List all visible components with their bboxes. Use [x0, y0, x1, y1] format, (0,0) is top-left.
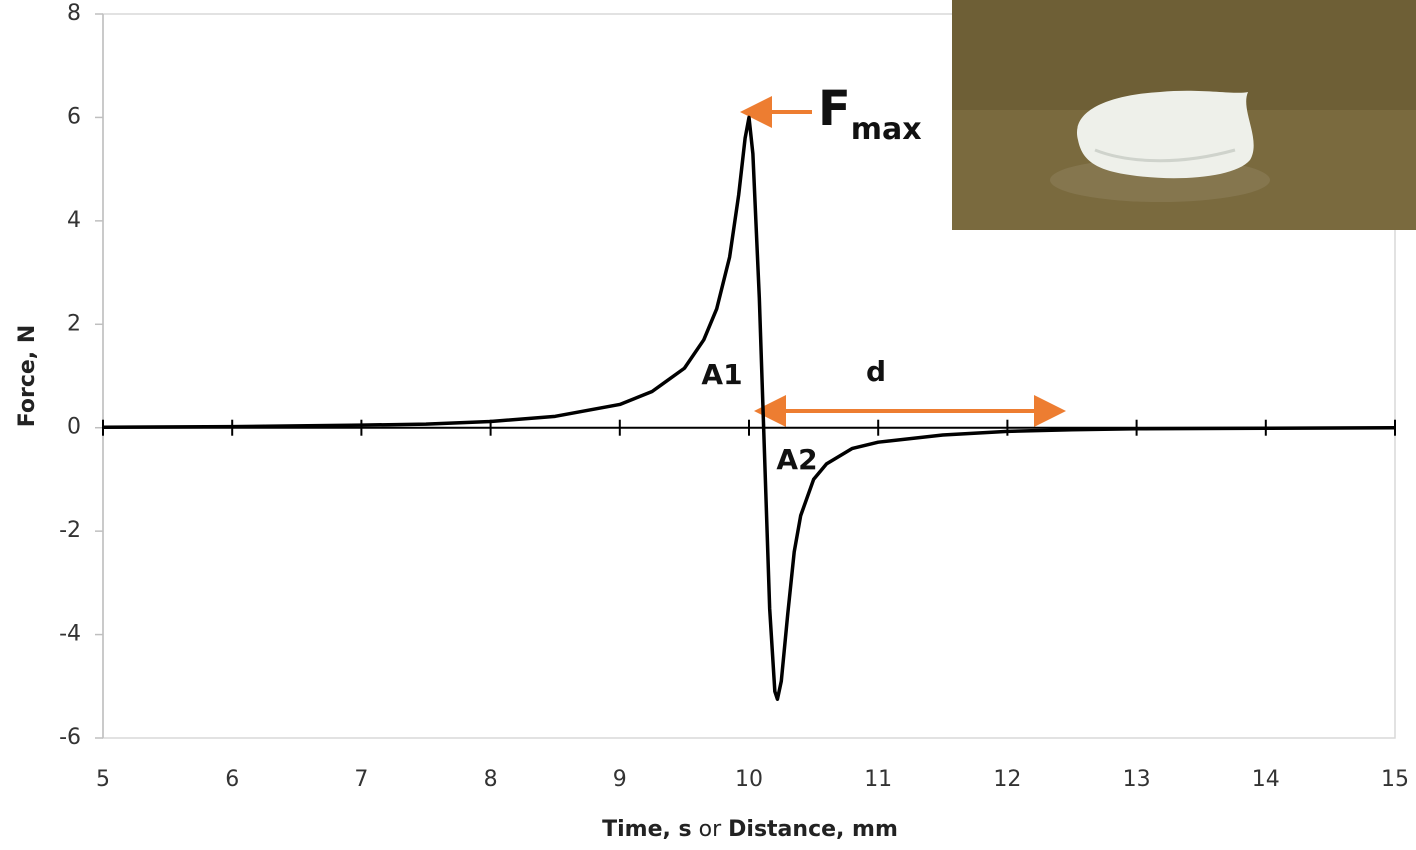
- x-tick-label: 8: [484, 767, 498, 792]
- y-tick-label: 8: [67, 1, 81, 26]
- fmax-main: F: [818, 81, 851, 137]
- y-tick-label: 4: [67, 208, 81, 233]
- x-tick-label: 10: [735, 767, 763, 792]
- annotation-a1: A1: [701, 358, 742, 391]
- x-tick-label: 11: [864, 767, 892, 792]
- y-tick-label: -6: [59, 725, 81, 750]
- x-tick-label: 6: [225, 767, 239, 792]
- annotation-d: d: [866, 355, 886, 388]
- y-tick-label: 6: [67, 104, 81, 129]
- fmax-label: Fmax: [818, 81, 922, 147]
- x-label-part: or: [699, 817, 722, 842]
- x-tick-label: 5: [96, 767, 110, 792]
- y-tick-label: -4: [59, 622, 81, 647]
- x-tick-label: 9: [613, 767, 627, 792]
- y-tick-label: 2: [67, 311, 81, 336]
- y-tick-label: -2: [59, 518, 81, 543]
- x-tick-label: 14: [1252, 767, 1280, 792]
- fmax-sub: max: [851, 112, 922, 147]
- x-tick-label: 13: [1123, 767, 1151, 792]
- x-label-part: Distance, mm: [728, 817, 898, 842]
- x-axis-label: Time, s or Distance, mm: [602, 817, 898, 842]
- data-line: [102, 115, 1396, 701]
- x-tick-label: 15: [1381, 767, 1409, 792]
- y-tick-label: 0: [67, 415, 81, 440]
- annotation-a2: A2: [776, 443, 817, 476]
- y-axis-label: Force, N: [15, 325, 40, 428]
- x-label-part: Time, s: [602, 817, 692, 842]
- inset-photo: [952, 0, 1416, 230]
- x-tick-label: 12: [993, 767, 1021, 792]
- x-tick-label: 7: [354, 767, 368, 792]
